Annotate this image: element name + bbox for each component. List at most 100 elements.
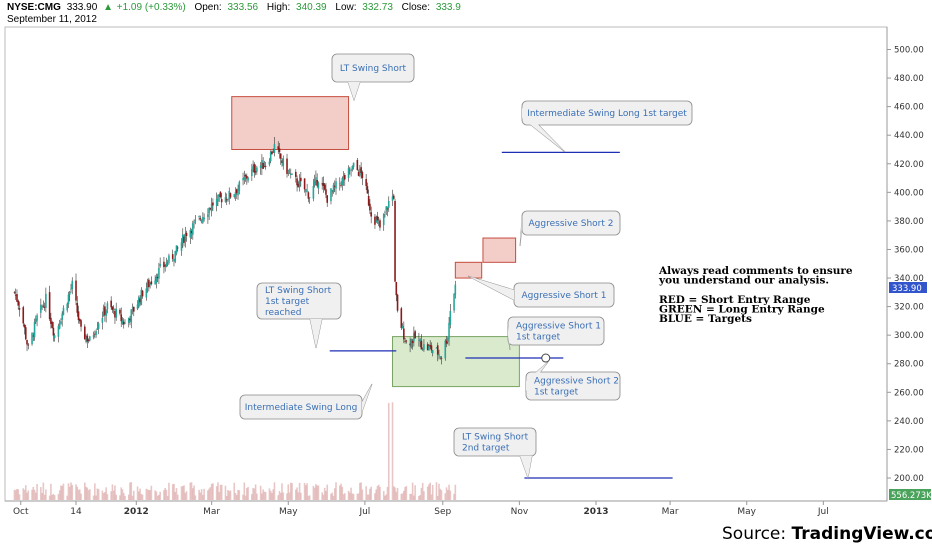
candle-body (183, 236, 185, 243)
volume-bar (67, 483, 70, 500)
x-tick-label: Jul (817, 507, 829, 517)
y-tick-label: 200.00 (894, 474, 924, 484)
volume-bar (312, 485, 315, 500)
volume-bar (114, 485, 116, 500)
candle-body (189, 229, 192, 238)
volume-bar (146, 489, 149, 500)
legend-line: you understand our analysis. (658, 275, 829, 287)
volume-bar (396, 487, 399, 500)
candle-body (43, 306, 46, 308)
volume-bar (322, 494, 325, 500)
candle-body (132, 306, 135, 312)
callout-text: Aggressive Short 2 (534, 377, 619, 387)
volume-bar (413, 495, 415, 500)
volume-bar (156, 495, 159, 500)
volume-bar (31, 489, 33, 500)
candle-body (66, 303, 69, 311)
callout-pointer-fill (520, 456, 532, 478)
candle-body (185, 232, 188, 237)
volume-bar (438, 483, 440, 500)
candle-body (237, 188, 239, 196)
volume-bar (129, 482, 131, 500)
volume-bar (112, 490, 115, 500)
candle-body (16, 294, 18, 302)
candle-body (401, 325, 404, 329)
candle-body (41, 306, 43, 308)
candle-body (423, 344, 425, 350)
volume-bar (209, 487, 212, 500)
annotations: LT Swing Short Intermediate Swing Long 1s… (239, 53, 693, 480)
volume-bar (308, 495, 311, 500)
candle-body (261, 160, 263, 169)
volume-bar (448, 484, 450, 500)
candle-body (385, 206, 388, 211)
candle-body (394, 200, 396, 282)
volume-bar (289, 482, 292, 500)
callout-text: 1st target (516, 333, 561, 343)
volume-bar (262, 489, 264, 500)
candle-body (68, 291, 71, 295)
volume-bar (150, 485, 153, 500)
candle-body (361, 172, 364, 179)
volume-bar (110, 491, 112, 500)
candle-body (359, 168, 361, 176)
candle-body (106, 303, 109, 310)
candle-body (184, 233, 187, 242)
volume-bar (306, 483, 308, 500)
volume-bar (68, 486, 71, 500)
header-line: NYSE:CMG 333.90 ▲ +1.09 (+0.33%) Open: 3… (7, 2, 461, 13)
candle-body (203, 217, 205, 220)
volume-bar (325, 490, 327, 500)
volume-bar (139, 488, 141, 500)
volume-bar (71, 484, 74, 500)
candle-body (343, 174, 346, 180)
volume-bar (40, 487, 42, 500)
candle-body (163, 261, 165, 268)
callout-text: LT Swing Short (340, 64, 407, 74)
candle-body (396, 294, 399, 311)
volume-bar (315, 484, 317, 500)
y-tick-label: 260.00 (894, 388, 924, 398)
header-date: September 11, 2012 (7, 14, 97, 25)
volume-bar (26, 492, 28, 500)
candle-body (439, 356, 442, 358)
candle-body (268, 161, 271, 165)
close-value: 333.9 (436, 2, 461, 13)
volume-bar (264, 492, 267, 500)
callout-text: 1st target (534, 388, 579, 398)
candle-body (192, 223, 194, 235)
candle-body (298, 180, 301, 188)
candle-body (409, 343, 411, 346)
volume-bar (259, 485, 262, 500)
y-tick-label: 280.00 (894, 360, 924, 370)
callout-pointer-fill (362, 384, 372, 412)
volume-bar (180, 486, 183, 500)
candle-body (430, 345, 433, 351)
volume-bar (87, 490, 90, 500)
volume-bar (273, 482, 276, 500)
source-name: TradingView.com (792, 524, 932, 544)
candle-body (105, 310, 107, 316)
volume-bar (138, 491, 140, 500)
volume-bar (237, 489, 239, 500)
candle-body (78, 318, 81, 322)
volume-bar (410, 493, 413, 500)
volume-bar (272, 489, 275, 500)
volume-bar (340, 483, 342, 500)
volume-bar (115, 494, 118, 500)
x-tick-label: Nov (511, 507, 529, 517)
candle-body (316, 180, 318, 186)
volume-bar (208, 488, 210, 500)
volume-bar (14, 490, 17, 500)
candle-body (357, 171, 360, 176)
candle-body (190, 230, 193, 234)
candle-body (349, 167, 351, 169)
candle-body (413, 333, 415, 342)
volume-bar (121, 489, 124, 500)
candle-body (210, 203, 213, 212)
candle-body (24, 327, 27, 340)
volume-bar (233, 482, 236, 500)
candle-body (291, 173, 293, 175)
candle-body (17, 300, 20, 306)
volume-bar (321, 492, 323, 500)
